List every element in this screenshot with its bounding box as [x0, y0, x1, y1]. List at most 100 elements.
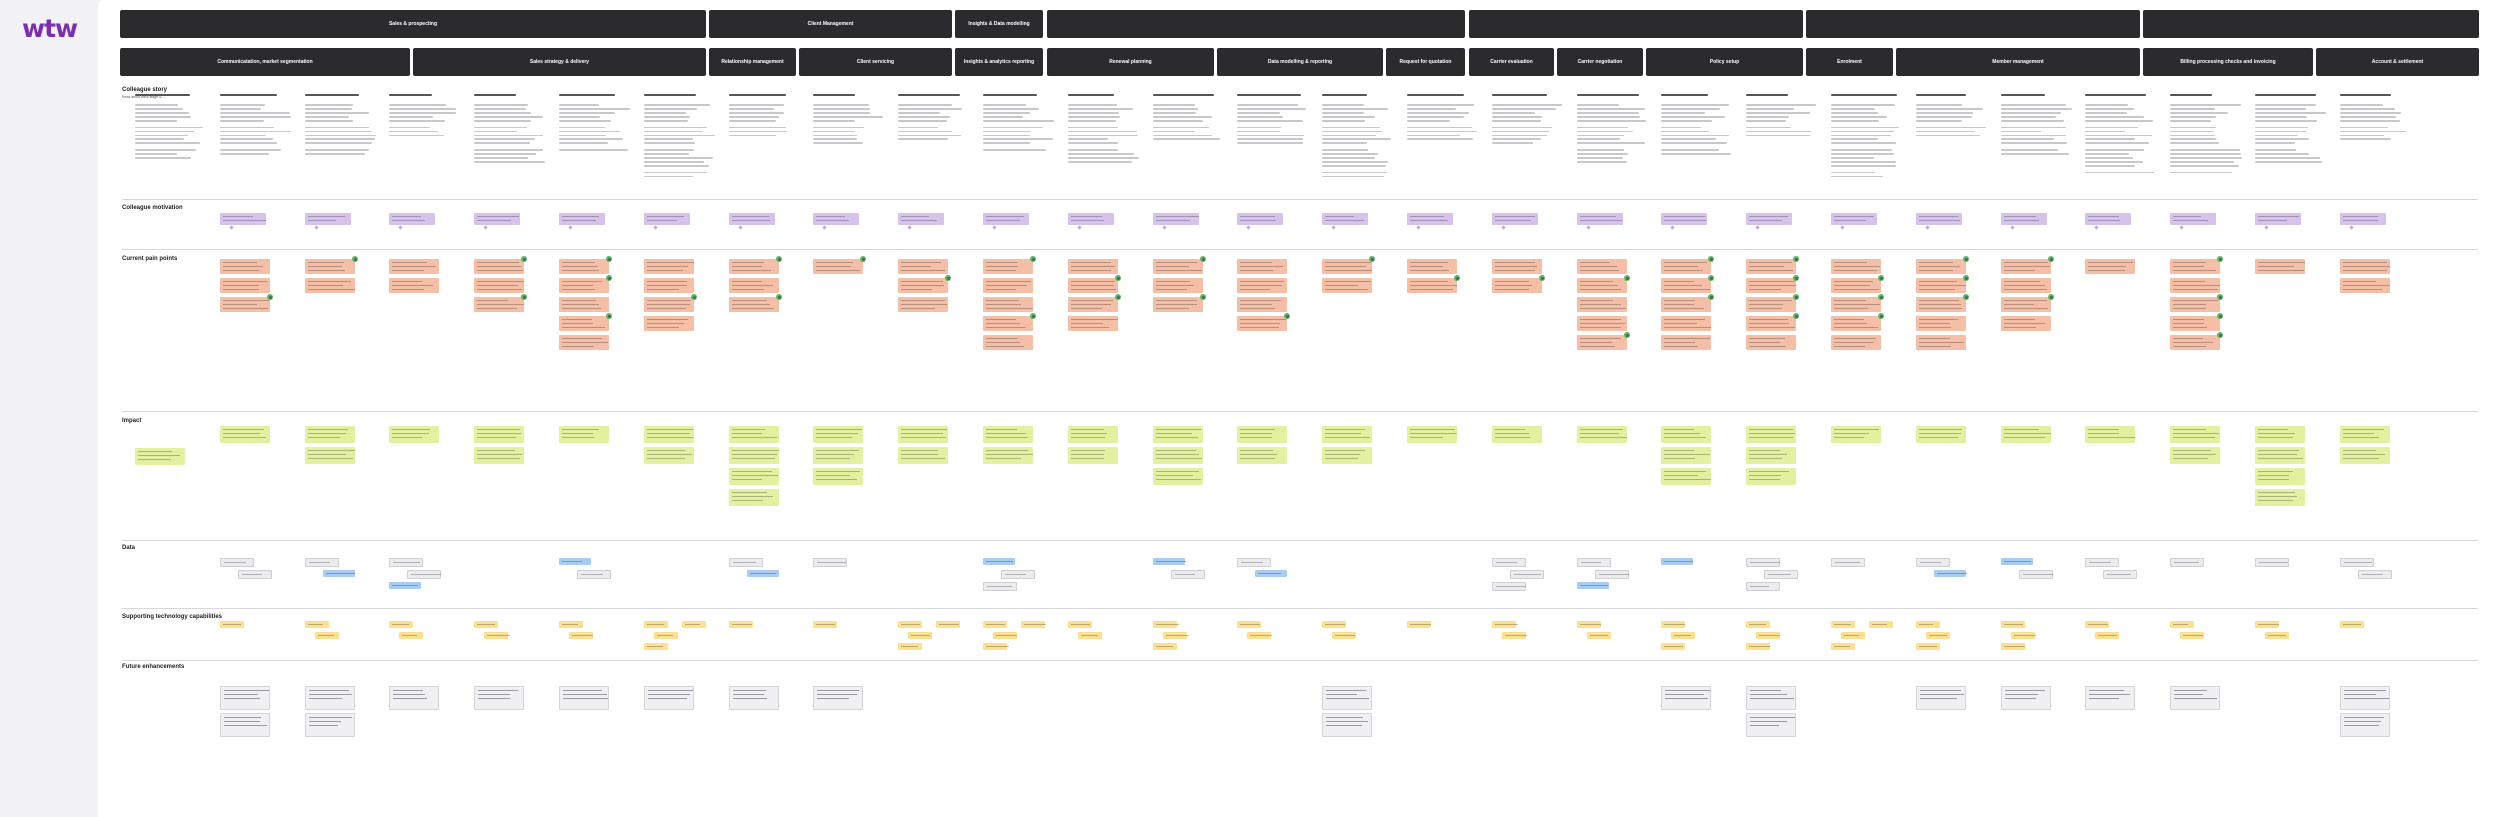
impact-sticky[interactable]	[220, 426, 270, 443]
tech-tag[interactable]	[1502, 632, 1528, 639]
impact-sticky[interactable]	[1407, 426, 1458, 443]
impact-sticky[interactable]	[729, 447, 780, 464]
data-tag[interactable]	[1764, 570, 1798, 579]
stage-header-client-management[interactable]: Client Management	[709, 10, 952, 38]
impact-sticky[interactable]	[305, 426, 355, 443]
pain-point-sticky[interactable]	[1322, 259, 1372, 274]
pain-point-sticky[interactable]	[1916, 297, 1966, 312]
pain-point-sticky[interactable]	[1661, 297, 1711, 312]
data-tag[interactable]	[2170, 558, 2204, 567]
pain-point-sticky[interactable]	[1916, 335, 1966, 350]
pain-point-sticky[interactable]	[1407, 259, 1457, 274]
impact-sticky[interactable]	[813, 468, 863, 485]
tech-tag[interactable]	[2255, 621, 2279, 628]
pain-point-sticky[interactable]	[2001, 316, 2051, 331]
pain-point-sticky[interactable]	[1068, 297, 1118, 312]
tech-tag[interactable]	[474, 621, 498, 628]
pain-point-sticky[interactable]	[1068, 259, 1118, 274]
sub-header-rfq[interactable]: Request for quotation	[1386, 48, 1465, 76]
motivation-sticky[interactable]	[898, 213, 944, 225]
tech-tag[interactable]	[1916, 621, 1940, 628]
future-card[interactable]	[2085, 686, 2135, 710]
pain-point-sticky[interactable]	[1746, 316, 1796, 331]
tech-tag[interactable]	[729, 621, 753, 628]
data-tag[interactable]	[983, 582, 1017, 591]
tech-tag[interactable]	[2085, 621, 2109, 628]
pain-point-sticky[interactable]	[220, 259, 270, 274]
data-tag[interactable]	[2340, 558, 2374, 567]
future-card[interactable]	[220, 686, 270, 710]
tech-tag[interactable]	[315, 632, 339, 639]
tech-tag[interactable]	[2170, 621, 2194, 628]
motivation-sticky[interactable]	[220, 213, 267, 225]
future-card[interactable]	[305, 713, 355, 737]
pain-point-sticky[interactable]	[1153, 297, 1203, 312]
tech-tag[interactable]	[1332, 632, 1356, 639]
motivation-sticky[interactable]	[813, 213, 859, 225]
sub-header-sales-strategy[interactable]: Sales strategy & delivery	[413, 48, 706, 76]
sub-header-renewal[interactable]: Renewal planning	[1047, 48, 1214, 76]
tech-tag[interactable]	[1021, 621, 1046, 628]
pain-point-sticky[interactable]	[729, 259, 779, 274]
stage-header-4[interactable]	[1047, 10, 1465, 38]
pain-point-sticky[interactable]	[2255, 259, 2306, 274]
motivation-sticky[interactable]	[1492, 213, 1538, 225]
impact-sticky[interactable]	[1068, 447, 1118, 464]
pain-point-sticky[interactable]	[1916, 278, 1966, 293]
tech-tag[interactable]	[1661, 643, 1685, 650]
tech-tag[interactable]	[1671, 632, 1695, 639]
impact-sticky[interactable]	[1577, 426, 1627, 443]
future-card[interactable]	[729, 686, 779, 710]
data-tag[interactable]	[1916, 558, 1950, 567]
sub-header-relationship[interactable]: Relationship management	[709, 48, 796, 76]
motivation-sticky[interactable]	[1916, 213, 1962, 225]
motivation-sticky[interactable]	[1153, 213, 1199, 225]
motivation-sticky[interactable]	[2001, 213, 2047, 225]
pain-point-sticky[interactable]	[1746, 259, 1796, 274]
motivation-sticky[interactable]	[2170, 213, 2216, 225]
tech-tag[interactable]	[559, 621, 583, 628]
pain-point-sticky[interactable]	[2001, 259, 2051, 274]
tech-tag[interactable]	[305, 621, 329, 628]
sub-header-member-management[interactable]: Member management	[1896, 48, 2140, 76]
tech-tag[interactable]	[2180, 632, 2204, 639]
pain-point-sticky[interactable]	[305, 259, 355, 274]
tech-tag[interactable]	[2265, 632, 2289, 639]
motivation-sticky[interactable]	[559, 213, 605, 225]
tech-tag[interactable]	[1153, 621, 1179, 628]
motivation-sticky[interactable]	[1577, 213, 1623, 225]
motivation-sticky[interactable]	[983, 213, 1029, 225]
data-tag[interactable]	[1577, 558, 1611, 567]
impact-sticky[interactable]	[389, 426, 439, 443]
impact-sticky[interactable]	[1916, 426, 1966, 443]
tech-tag[interactable]	[399, 632, 423, 639]
impact-sticky[interactable]	[1492, 426, 1542, 443]
sub-header-account-settlement[interactable]: Account & settlement	[2316, 48, 2479, 76]
tech-tag[interactable]	[569, 632, 593, 639]
tech-tag[interactable]	[1587, 632, 1611, 639]
tech-tag[interactable]	[1068, 621, 1092, 628]
pain-point-sticky[interactable]	[2170, 297, 2220, 312]
tech-tag[interactable]	[2340, 621, 2364, 628]
tech-tag[interactable]	[936, 621, 960, 628]
tech-tag[interactable]	[2011, 632, 2037, 639]
future-card[interactable]	[1661, 686, 1711, 710]
data-tag[interactable]	[1746, 558, 1780, 567]
pain-point-sticky[interactable]	[1916, 259, 1966, 274]
pain-point-sticky[interactable]	[1068, 278, 1118, 293]
pain-point-sticky[interactable]	[559, 297, 609, 312]
tech-tag[interactable]	[220, 621, 244, 628]
impact-sticky[interactable]	[2255, 489, 2305, 506]
pain-point-sticky[interactable]	[898, 259, 948, 274]
data-tag[interactable]	[559, 558, 591, 565]
data-tag[interactable]	[577, 570, 611, 579]
future-card[interactable]	[1746, 713, 1796, 737]
pain-point-sticky[interactable]	[1577, 316, 1627, 331]
pain-point-sticky[interactable]	[389, 259, 439, 274]
future-card[interactable]	[644, 686, 694, 710]
stage-header-sales-prospecting[interactable]: Sales & prospecting	[120, 10, 706, 38]
pain-point-sticky[interactable]	[2340, 259, 2391, 274]
motivation-sticky[interactable]	[474, 213, 520, 225]
future-card[interactable]	[474, 686, 524, 710]
tech-tag[interactable]	[1078, 632, 1102, 639]
